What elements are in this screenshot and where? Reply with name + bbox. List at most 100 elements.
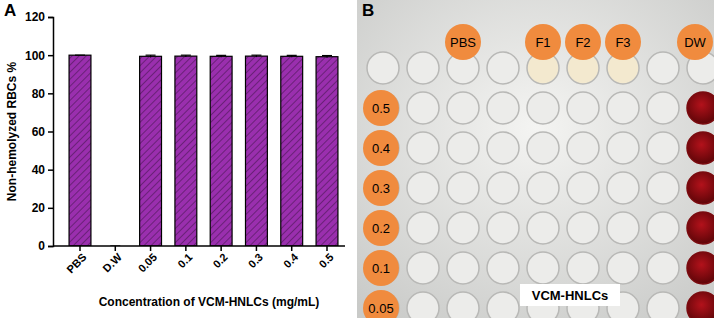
x-tick-label: 0.3 [246,251,265,270]
y-tick-label: 60 [32,125,46,139]
y-tick: 20 [32,201,53,215]
sticker [445,24,481,60]
error-bar [146,55,156,57]
well [487,52,519,84]
x-axis-line [53,245,345,247]
y-tick-label: 80 [32,87,46,101]
x-tick: PBS [64,246,88,275]
well [647,52,679,84]
y-tick-mark [48,131,53,133]
x-axis-title: Concentration of VCM-HNLCs (mg/mL) [99,295,320,309]
error-cap [75,55,85,56]
well [367,52,399,84]
error-bar [75,55,85,56]
well [447,292,479,318]
y-tick: 100 [25,49,53,63]
well [447,212,479,244]
well [407,292,439,318]
well [607,92,639,124]
well [567,252,599,284]
error-cap [181,55,191,56]
row-label: 0.2 [372,221,390,236]
well [687,292,714,318]
x-tick-label: PBS [64,251,88,275]
y-axis: 020406080100120 [25,10,54,253]
y-tick-mark [48,55,53,57]
caption-box [520,284,620,306]
x-tick: 0.1 [175,246,194,270]
x-tick-label: 0.2 [210,251,229,270]
sticker [363,90,399,126]
well [527,252,559,284]
error-cap [287,55,297,56]
well [487,132,519,164]
y-tick-mark [48,17,53,19]
error-bar [216,55,226,57]
sticker [363,290,399,318]
column-label: PBS [450,35,476,50]
row-label: 0.5 [372,101,390,116]
y-tick-label: 0 [38,239,45,253]
well [687,252,714,284]
well [567,92,599,124]
bar [281,56,303,246]
well [647,132,679,164]
well [567,132,599,164]
error-bar [322,56,332,58]
well [447,252,479,284]
well [647,212,679,244]
x-tick-label: 0.4 [281,250,301,270]
sticker [525,24,561,60]
well [407,252,439,284]
well [487,252,519,284]
x-tick: 0.5 [316,246,335,270]
well [647,172,679,204]
well [647,292,679,318]
x-tick: 0.05 [136,246,160,274]
well [527,212,559,244]
well [527,92,559,124]
well [407,132,439,164]
x-tick-label: 0.5 [316,251,335,270]
well [647,252,679,284]
figure: A020406080100120PBSD.W0.050.10.20.30.40.… [0,0,714,318]
x-tick: 0.4 [281,246,301,270]
well [647,92,679,124]
sticker [565,24,601,60]
y-tick-mark [48,169,53,171]
plate [357,0,714,318]
well [527,172,559,204]
y-tick-mark [48,246,53,248]
column-label: F2 [575,35,590,50]
well [607,172,639,204]
well [567,172,599,204]
well [487,212,519,244]
error-bar [287,55,297,57]
x-axis: PBSD.W0.050.10.20.30.40.5 [53,246,345,275]
column-label: F1 [535,35,550,50]
sticker [363,170,399,206]
bar [245,56,267,246]
well [607,212,639,244]
x-tick-label: 0.05 [136,251,160,275]
error-bar [251,55,261,57]
y-axis-title: Non-hemolyzed RBCs % [5,62,19,202]
sticker [605,24,641,60]
well [607,252,639,284]
error-cap [146,55,156,56]
row-label: 0.4 [372,141,390,156]
x-tick: 0.2 [210,246,229,270]
y-tick-label: 120 [25,10,45,24]
column-label: DW [684,35,706,50]
well [567,212,599,244]
well [447,92,479,124]
sticker [363,210,399,246]
x-tick-label: 0.1 [175,251,194,270]
row-label: 0.05 [368,301,393,316]
row-label: 0.1 [372,261,390,276]
error-bar [181,55,191,57]
sticker [363,250,399,286]
well [407,172,439,204]
bar [316,57,338,246]
y-tick-label: 20 [32,201,46,215]
